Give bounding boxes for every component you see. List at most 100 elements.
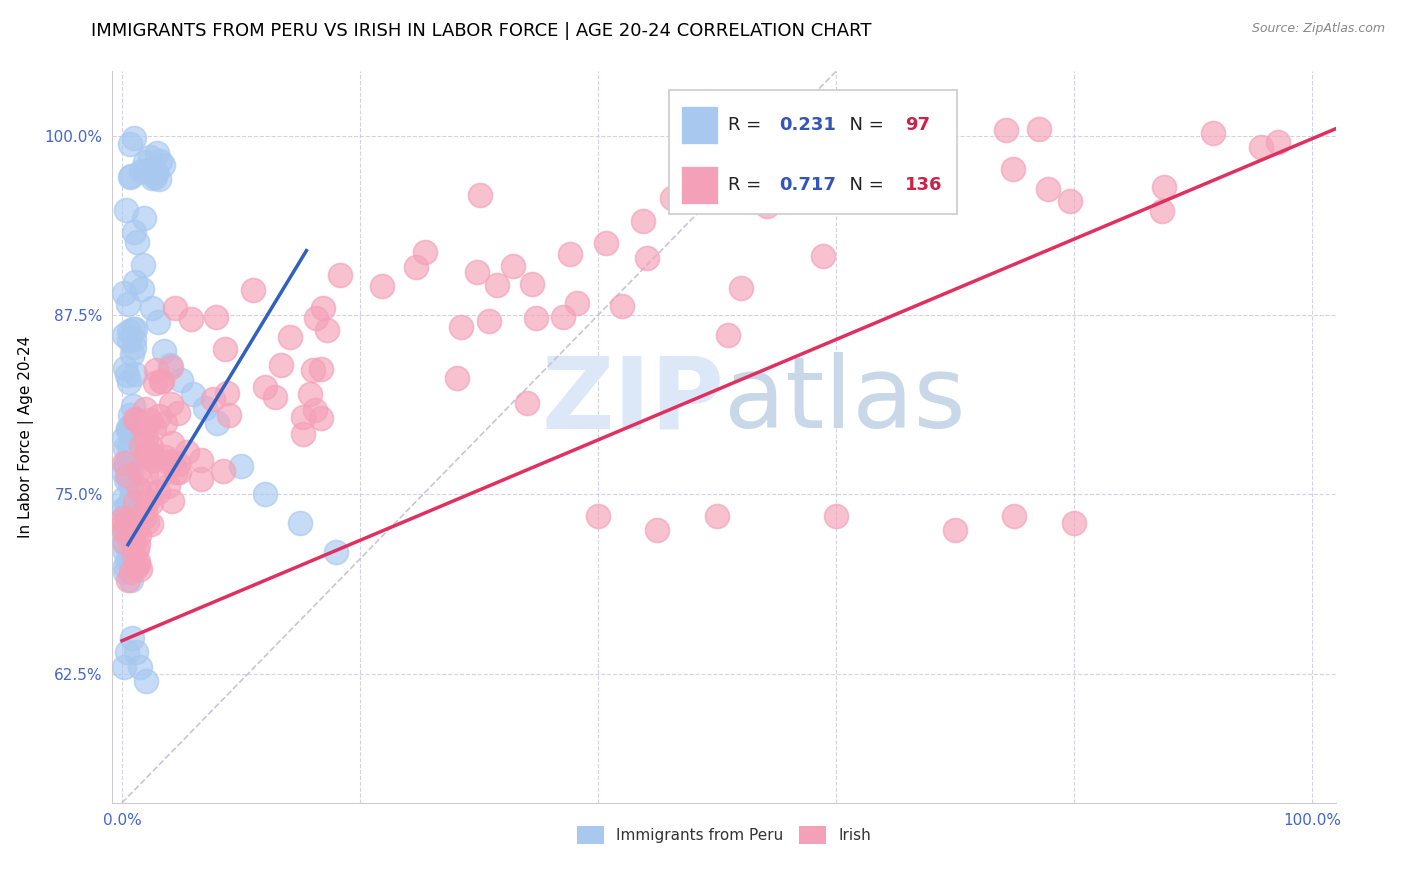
- Point: [118, 515, 141, 529]
- Point: [717, 327, 740, 342]
- Point: [114, 285, 136, 300]
- Point: [141, 447, 163, 461]
- Point: [1250, 140, 1272, 154]
- Point: [117, 460, 139, 475]
- Point: [371, 278, 394, 293]
- Point: [661, 192, 683, 206]
- Point: [180, 311, 202, 326]
- Point: [118, 507, 141, 521]
- Point: [524, 310, 547, 325]
- Point: [136, 445, 159, 459]
- Point: [190, 452, 212, 467]
- Point: [112, 516, 135, 530]
- Point: [122, 340, 145, 354]
- Point: [312, 301, 335, 315]
- Point: [446, 371, 468, 385]
- Point: [148, 485, 170, 500]
- Point: [118, 334, 141, 348]
- Point: [118, 552, 141, 566]
- Point: [136, 493, 159, 508]
- Point: [205, 416, 228, 430]
- Point: [117, 469, 139, 483]
- Point: [139, 496, 162, 510]
- Point: [1002, 508, 1025, 523]
- Point: [148, 409, 170, 424]
- Point: [118, 506, 141, 520]
- FancyBboxPatch shape: [669, 90, 956, 214]
- Point: [1267, 135, 1289, 149]
- Point: [127, 537, 149, 551]
- Point: [253, 487, 276, 501]
- Point: [125, 413, 148, 427]
- Text: 0.717: 0.717: [779, 176, 837, 194]
- Point: [117, 421, 139, 435]
- Point: [114, 361, 136, 376]
- Point: [145, 165, 167, 179]
- Point: [553, 310, 575, 324]
- Point: [114, 508, 136, 522]
- Point: [176, 445, 198, 459]
- Point: [135, 443, 157, 458]
- Point: [115, 645, 138, 659]
- Point: [128, 464, 150, 478]
- Point: [560, 247, 582, 261]
- Point: [120, 466, 142, 480]
- Point: [1202, 126, 1225, 140]
- Text: IMMIGRANTS FROM PERU VS IRISH IN LABOR FORCE | AGE 20-24 CORRELATION CHART: IMMIGRANTS FROM PERU VS IRISH IN LABOR F…: [91, 22, 872, 40]
- Point: [128, 528, 150, 542]
- Point: [129, 439, 152, 453]
- Point: [122, 533, 145, 548]
- Point: [117, 423, 139, 437]
- Point: [218, 408, 240, 422]
- Point: [112, 523, 135, 537]
- Point: [115, 513, 138, 527]
- Point: [124, 131, 146, 145]
- Point: [115, 202, 138, 217]
- Point: [169, 465, 191, 479]
- Point: [135, 673, 157, 688]
- Point: [1028, 122, 1050, 136]
- FancyBboxPatch shape: [682, 106, 718, 144]
- Point: [120, 574, 142, 588]
- Point: [120, 169, 142, 183]
- Point: [157, 479, 180, 493]
- Point: [117, 573, 139, 587]
- Point: [162, 494, 184, 508]
- Point: [124, 495, 146, 509]
- Point: [124, 548, 146, 562]
- Point: [159, 397, 181, 411]
- Point: [291, 410, 314, 425]
- Point: [141, 170, 163, 185]
- Text: N =: N =: [838, 176, 890, 194]
- Text: 136: 136: [905, 176, 942, 194]
- Point: [118, 408, 141, 422]
- Point: [136, 486, 159, 500]
- Point: [516, 395, 538, 409]
- Point: [143, 376, 166, 390]
- Point: [565, 296, 588, 310]
- Point: [134, 163, 156, 178]
- Point: [502, 260, 524, 274]
- Point: [122, 536, 145, 550]
- Point: [117, 297, 139, 311]
- Point: [134, 421, 156, 435]
- Point: [134, 211, 156, 226]
- Point: [159, 359, 181, 373]
- Point: [118, 136, 141, 151]
- Point: [1036, 182, 1059, 196]
- Point: [120, 480, 142, 494]
- Point: [112, 659, 135, 673]
- Point: [115, 461, 138, 475]
- Point: [212, 464, 235, 478]
- Point: [153, 450, 176, 464]
- Point: [165, 301, 187, 315]
- Point: [157, 455, 180, 469]
- Point: [309, 362, 332, 376]
- Point: [112, 511, 135, 525]
- Point: [465, 265, 488, 279]
- Point: [114, 565, 136, 579]
- Point: [1002, 161, 1025, 176]
- Point: [278, 330, 301, 344]
- Point: [118, 169, 141, 184]
- Point: [150, 467, 173, 481]
